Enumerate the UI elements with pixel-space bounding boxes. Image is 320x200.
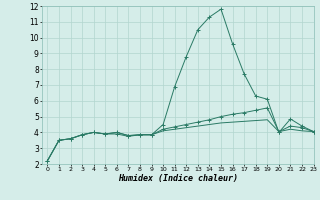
X-axis label: Humidex (Indice chaleur): Humidex (Indice chaleur) — [118, 174, 237, 183]
